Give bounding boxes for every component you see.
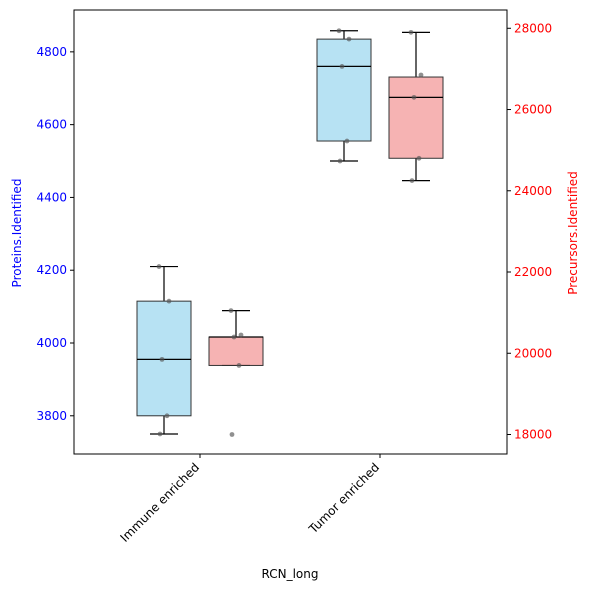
data-point xyxy=(157,431,163,437)
points-layer xyxy=(156,28,424,437)
right-y-axis-label: Precursors.Identified xyxy=(566,171,580,295)
data-point xyxy=(416,155,422,161)
plot-frame xyxy=(73,9,508,455)
data-point xyxy=(337,158,343,164)
left-y-tick-label: 4000 xyxy=(36,336,67,350)
data-point xyxy=(236,363,242,368)
data-point xyxy=(164,413,170,419)
x-tick-label: Immune enriched xyxy=(117,460,202,545)
left-y-tick-label: 4400 xyxy=(36,190,67,204)
right-y-tick-label: 18000 xyxy=(514,428,552,442)
left-y-tick-label: 4600 xyxy=(36,118,67,132)
left-y-tick-label: 4800 xyxy=(36,45,67,59)
data-point xyxy=(166,298,172,304)
data-point xyxy=(409,178,415,184)
right-y-tick-label: 24000 xyxy=(514,184,552,198)
data-point xyxy=(336,28,342,34)
data-point xyxy=(238,332,244,338)
data-point xyxy=(228,308,234,314)
data-point xyxy=(156,264,162,269)
data-point xyxy=(159,356,165,362)
data-point xyxy=(344,138,350,144)
x-axis-label: RCN_long xyxy=(262,567,319,581)
left-y-axis: 3800 4000 4200 4400 4600 4800 xyxy=(36,45,74,423)
left-y-tick-label: 4200 xyxy=(36,263,67,277)
data-point xyxy=(408,29,414,35)
right-y-tick-label: 28000 xyxy=(514,21,552,35)
left-y-tick-label: 3800 xyxy=(36,409,67,423)
data-point xyxy=(411,94,417,100)
right-y-axis: 18000 20000 22000 24000 26000 28000 xyxy=(507,21,552,442)
x-tick-label: Tumor enriched xyxy=(305,460,382,537)
data-point xyxy=(229,432,235,437)
box xyxy=(316,38,372,142)
right-y-tick-label: 22000 xyxy=(514,265,552,279)
data-point xyxy=(346,36,352,42)
x-axis: Immune enriched Tumor enriched xyxy=(117,454,382,545)
data-point xyxy=(339,64,345,69)
data-point xyxy=(231,334,237,340)
box xyxy=(388,76,444,159)
boxes-layer xyxy=(136,30,444,435)
right-y-tick-label: 20000 xyxy=(514,346,552,360)
data-point xyxy=(418,72,424,78)
right-y-tick-label: 26000 xyxy=(514,103,552,117)
left-y-axis-label: Proteins.Identified xyxy=(10,179,24,288)
box xyxy=(208,336,264,366)
